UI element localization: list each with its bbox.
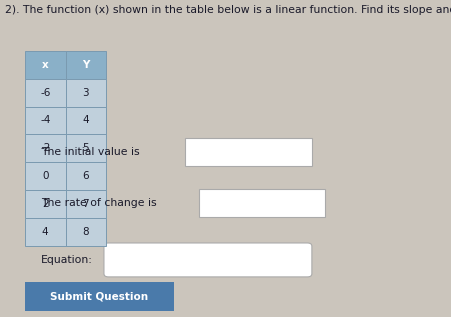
Text: The initial value is: The initial value is [41,147,139,157]
FancyBboxPatch shape [25,162,65,190]
Text: 5: 5 [83,143,89,153]
FancyBboxPatch shape [65,79,106,107]
Text: Submit Question: Submit Question [50,291,148,301]
Text: Equation:: Equation: [41,255,92,265]
FancyBboxPatch shape [25,107,65,134]
Text: 8: 8 [83,227,89,237]
FancyBboxPatch shape [25,79,65,107]
Text: 3: 3 [83,87,89,98]
Text: -2: -2 [40,143,50,153]
FancyBboxPatch shape [65,190,106,218]
FancyBboxPatch shape [65,134,106,162]
FancyBboxPatch shape [25,51,65,79]
Text: 2: 2 [42,199,48,209]
FancyBboxPatch shape [25,190,65,218]
Text: 7: 7 [83,199,89,209]
Text: 4: 4 [42,227,48,237]
FancyBboxPatch shape [65,162,106,190]
FancyBboxPatch shape [185,138,311,166]
FancyBboxPatch shape [65,51,106,79]
FancyBboxPatch shape [104,243,311,277]
Text: x: x [42,60,48,70]
Text: -6: -6 [40,87,50,98]
Text: Y: Y [82,60,89,70]
Text: 2). The function (x) shown in the table below is a linear function. Find its slo: 2). The function (x) shown in the table … [5,5,451,15]
Text: 0: 0 [42,171,48,181]
FancyBboxPatch shape [65,218,106,246]
Text: -4: -4 [40,115,50,126]
FancyBboxPatch shape [25,134,65,162]
FancyBboxPatch shape [25,218,65,246]
FancyBboxPatch shape [198,189,325,217]
FancyBboxPatch shape [65,107,106,134]
Text: The rate of change is: The rate of change is [41,198,156,208]
FancyBboxPatch shape [25,282,174,311]
Text: 4: 4 [83,115,89,126]
Text: 6: 6 [83,171,89,181]
